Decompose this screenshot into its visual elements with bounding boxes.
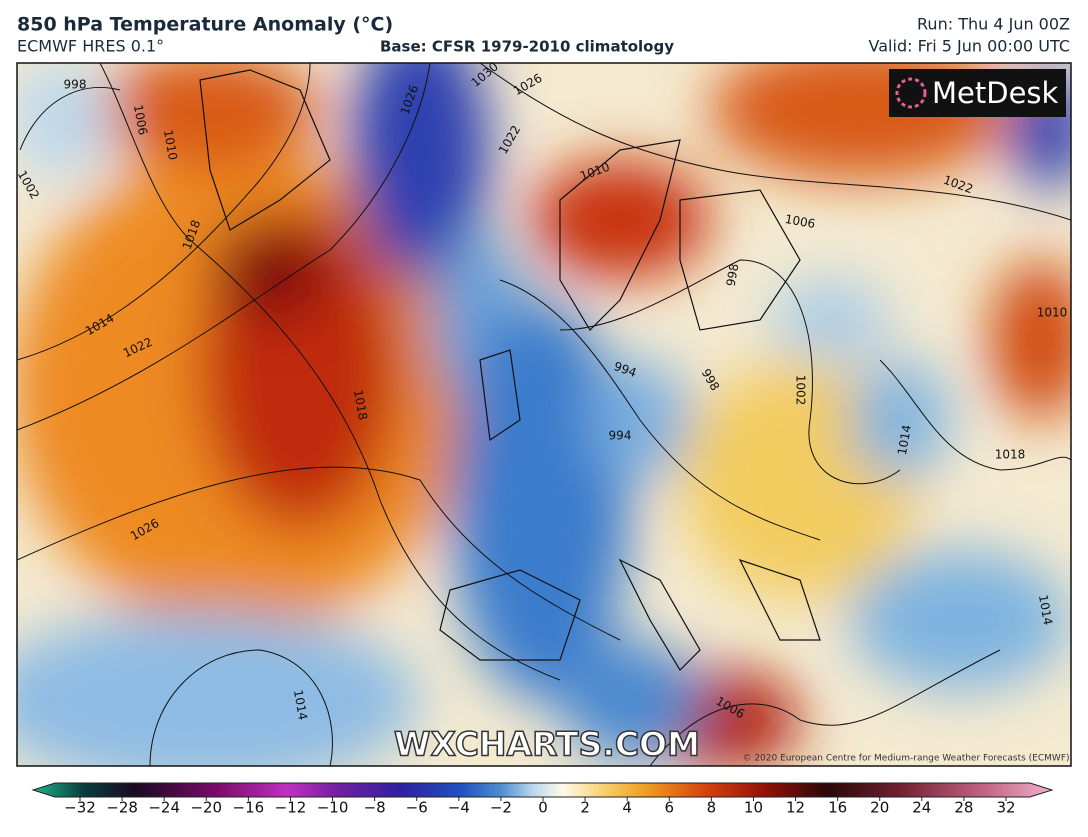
- base: Base: CFSR 1979-2010 climatology: [380, 38, 674, 56]
- isobar-label: 994: [609, 429, 632, 443]
- colorbar: [31, 782, 1054, 798]
- watermark: WXCHARTS.COM: [394, 725, 700, 764]
- isobar-label: 1018: [351, 389, 370, 422]
- isobar-label: 1010: [1037, 306, 1068, 320]
- colorbar-tick-label: −28: [106, 799, 138, 817]
- colorbar-tick-label: 12: [786, 799, 805, 817]
- isobar-label: 1014: [895, 424, 914, 457]
- colorbar-tick-label: 20: [870, 799, 889, 817]
- title: 850 hPa Temperature Anomaly (°C): [17, 14, 393, 36]
- colorbar-tick-label: −16: [233, 799, 265, 817]
- map-frame: [16, 62, 1072, 767]
- isobar-label: 1006: [131, 104, 150, 137]
- colorbar-tick-label: 32: [996, 799, 1015, 817]
- isobar-label: 1010: [161, 129, 180, 162]
- logo: MetDesk: [932, 76, 1059, 110]
- valid: Valid: Fri 5 Jun 00:00 UTC: [869, 37, 1070, 56]
- colorbar-tick-label: 6: [664, 799, 674, 817]
- isobar-label: 998: [64, 78, 87, 92]
- coastlines: [199, 69, 821, 671]
- colorbar-tick-label: 16: [828, 799, 847, 817]
- logo-box: [889, 69, 1066, 117]
- colorbar-tick-label: −8: [364, 799, 386, 817]
- isobar-label: 998: [724, 262, 742, 287]
- colorbar-tick-label: 0: [538, 799, 548, 817]
- colorbar-tick-label: 8: [707, 799, 717, 817]
- model: ECMWF HRES 0.1°: [17, 37, 164, 56]
- colorbar-tick-label: −24: [148, 799, 180, 817]
- isobar-label: 1002: [794, 375, 808, 406]
- colorbar-tick-label: −12: [275, 799, 307, 817]
- isobar-label: 1014: [291, 689, 310, 722]
- isobar-label: 1006: [784, 212, 817, 231]
- isobar-label: 1018: [995, 448, 1026, 462]
- colorbar-tick-label: −2: [490, 799, 512, 817]
- run: Run: Thu 4 Jun 00Z: [917, 15, 1070, 34]
- colorbar-tick-label: 24: [912, 799, 931, 817]
- colorbar-tick-label: −6: [406, 799, 428, 817]
- colorbar-tick-label: 10: [744, 799, 763, 817]
- colorbar-tick-label: 2: [580, 799, 590, 817]
- credit: © 2020 European Centre for Medium-range …: [742, 754, 1069, 764]
- logo-icon: [895, 77, 927, 109]
- isobars: [17, 63, 1071, 766]
- colorbar-tick-label: −10: [317, 799, 349, 817]
- colorbar-tick-label: −20: [190, 799, 222, 817]
- colorbar-tick-label: 4: [622, 799, 632, 817]
- colorbar-tick-label: −4: [448, 799, 470, 817]
- colorbar-tick-label: 28: [954, 799, 973, 817]
- isobar-label: 1014: [1036, 594, 1055, 627]
- colorbar-tick-label: −32: [64, 799, 96, 817]
